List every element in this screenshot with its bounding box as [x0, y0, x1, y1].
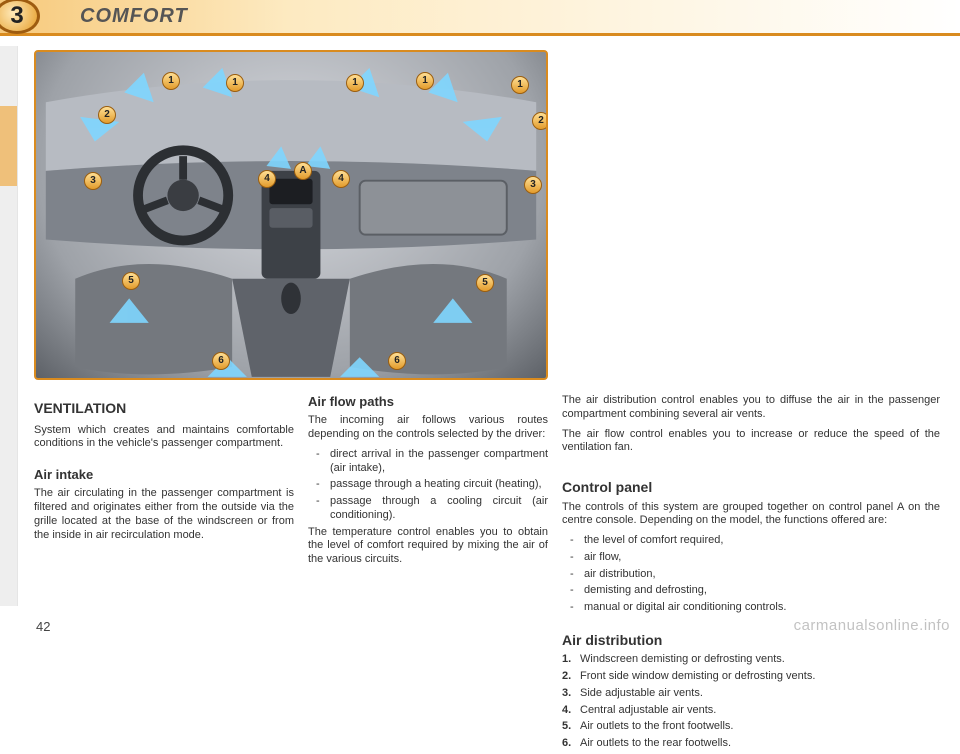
- air-distribution-list: 1.Windscreen demisting or defrosting ven…: [562, 653, 940, 754]
- callout-badge: 5: [476, 274, 494, 292]
- column-left: VENTILATION System which creates and mai…: [34, 394, 294, 754]
- column-middle: Air flow paths The incoming air follows …: [308, 394, 548, 754]
- watermark: carmanualsonline.info: [794, 617, 950, 634]
- air-distribution-intro1: The air distribution control enables you…: [562, 394, 940, 422]
- air-flow-paths-outro: The temperature control enables you to o…: [308, 526, 548, 567]
- chapter-number-badge: 3: [0, 0, 40, 34]
- air-distribution-heading: Air distribution: [562, 632, 940, 650]
- page-content: 11111223344A5566 VENTILATION System whic…: [34, 50, 940, 610]
- callout-badge: 4: [258, 170, 276, 188]
- list-item: 2.Front side window demisting or defrost…: [562, 670, 940, 684]
- air-flow-paths-list: direct arrival in the passenger compartm…: [308, 448, 548, 526]
- control-panel-text: The controls of this system are grouped …: [562, 501, 940, 529]
- ventilation-text: System which creates and maintains comfo…: [34, 424, 294, 452]
- callout-badge: 6: [388, 352, 406, 370]
- control-panel-heading: Control panel: [562, 479, 940, 497]
- callout-badge: 3: [524, 176, 542, 194]
- side-tab-strip: [0, 46, 18, 606]
- list-item: demisting and defrosting,: [574, 584, 940, 598]
- callout-badge: 4: [332, 170, 350, 188]
- callout-badge: 2: [98, 106, 116, 124]
- air-distribution-intro2: The air flow control enables you to incr…: [562, 428, 940, 456]
- air-flow-paths-intro: The incoming air follows various routes …: [308, 414, 548, 442]
- air-intake-heading: Air intake: [34, 467, 294, 483]
- header-bar: 3 COMFORT: [0, 0, 960, 36]
- list-item: passage through a heating circuit (heati…: [320, 478, 548, 492]
- list-item: passage through a cooling circuit (air c…: [320, 495, 548, 523]
- callout-badge: 1: [226, 74, 244, 92]
- list-item: 5.Air outlets to the front footwells.: [562, 720, 940, 734]
- list-item: the level of comfort required,: [574, 534, 940, 548]
- list-item: manual or digital air conditioning contr…: [574, 601, 940, 615]
- list-item: air distribution,: [574, 568, 940, 582]
- callout-badge: 1: [162, 72, 180, 90]
- list-item: direct arrival in the passenger compartm…: [320, 448, 548, 476]
- column-right: The air distribution control enables you…: [562, 394, 940, 754]
- list-item: 1.Windscreen demisting or defrosting ven…: [562, 653, 940, 667]
- control-panel-list: the level of comfort required, air flow,…: [562, 534, 940, 618]
- list-item: 3.Side adjustable air vents.: [562, 687, 940, 701]
- callout-badge: 6: [212, 352, 230, 370]
- dashboard-svg: [36, 52, 546, 378]
- air-intake-text: The air circulating in the passenger com…: [34, 487, 294, 542]
- page-number: 42: [36, 619, 50, 634]
- callout-badge: 3: [84, 172, 102, 190]
- list-item: 4.Central adjustable air vents.: [562, 704, 940, 718]
- list-item: air flow,: [574, 551, 940, 565]
- callout-badge: A: [294, 162, 312, 180]
- callout-badge: 1: [511, 76, 529, 94]
- air-flow-paths-heading: Air flow paths: [308, 394, 548, 410]
- ventilation-heading: VENTILATION: [34, 400, 294, 418]
- list-item: 6.Air outlets to the rear footwells.: [562, 737, 940, 751]
- dashboard-illustration: 11111223344A5566: [34, 50, 548, 380]
- callout-badge: 1: [416, 72, 434, 90]
- chapter-title: COMFORT: [80, 5, 188, 28]
- callout-badge: 1: [346, 74, 364, 92]
- callout-badge: 5: [122, 272, 140, 290]
- callout-badge: 2: [532, 112, 548, 130]
